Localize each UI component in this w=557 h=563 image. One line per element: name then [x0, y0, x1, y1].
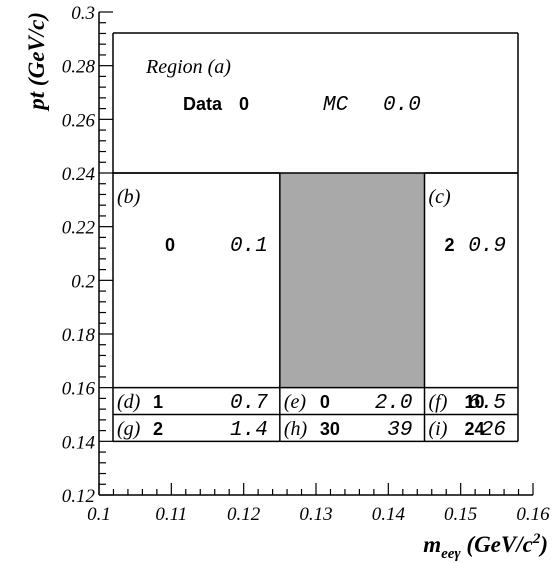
data-count: 0: [165, 235, 175, 255]
mc-count: 0.7: [230, 392, 268, 415]
signal-box: [279, 173, 425, 388]
region-label: (f): [429, 391, 448, 413]
x-tick-label: 0.12: [227, 504, 261, 525]
x-axis-title-sup: 2: [532, 531, 541, 547]
mc-count: 2.0: [375, 392, 413, 415]
mc-count: 6.5: [468, 392, 506, 415]
y-tick-label: 0.14: [62, 432, 96, 453]
x-tick-label: 0.16: [516, 504, 550, 525]
data-count: 1: [153, 392, 163, 412]
data-count: 2: [445, 235, 455, 255]
region-label: (e): [284, 391, 307, 413]
x-axis-title: meeγ (GeV/c2): [423, 531, 548, 562]
region-label: (h): [284, 418, 308, 440]
data-count: 24: [465, 419, 485, 439]
region-label: (i): [429, 418, 448, 440]
mc-count: 39: [387, 419, 412, 442]
mc-count: 0.9: [468, 235, 506, 258]
data-count: 0: [320, 392, 330, 412]
data-count: 2: [153, 419, 163, 439]
y-tick-label: 0.12: [62, 486, 96, 507]
y-tick-label: 0.24: [62, 164, 96, 185]
data-count: 0: [239, 94, 249, 114]
data-count: 10: [465, 392, 485, 412]
y-tick-label: 0.16: [62, 379, 96, 400]
y-tick-label: 0.2: [71, 271, 95, 292]
y-tick-label: 0.26: [62, 110, 96, 131]
region-label: (d): [117, 391, 141, 413]
mc-count: 26: [481, 419, 506, 442]
y-tick-label: 0.22: [62, 218, 96, 239]
x-tick-label: 0.13: [299, 504, 332, 525]
region-label: (b): [117, 186, 141, 208]
mc-count: 1.4: [230, 419, 268, 442]
region-label: (c): [429, 186, 452, 208]
y-axis-title: pt (GeV/c): [24, 12, 49, 112]
x-tick-label: 0.15: [444, 504, 477, 525]
x-axis-title-unit: (GeV/c: [461, 532, 533, 557]
mc-count: 0.0: [383, 94, 421, 117]
x-tick-label: 0.1: [87, 504, 111, 525]
region-label: Region (a): [145, 56, 231, 78]
x-axis-title-main: m: [423, 532, 441, 557]
mc-label: MC: [323, 94, 349, 117]
y-tick-label: 0.3: [71, 3, 95, 24]
x-axis-title-sub: eeγ: [441, 546, 461, 562]
y-tick-label: 0.28: [62, 57, 96, 78]
region-label: (g): [117, 418, 141, 440]
x-axis-title-close: ): [538, 532, 548, 557]
mc-count: 0.1: [230, 235, 268, 258]
data-count: 30: [320, 419, 340, 439]
y-tick-label: 0.18: [62, 325, 96, 346]
x-tick-label: 0.14: [372, 504, 406, 525]
x-tick-label: 0.11: [155, 504, 187, 525]
data-label: Data: [183, 94, 223, 114]
